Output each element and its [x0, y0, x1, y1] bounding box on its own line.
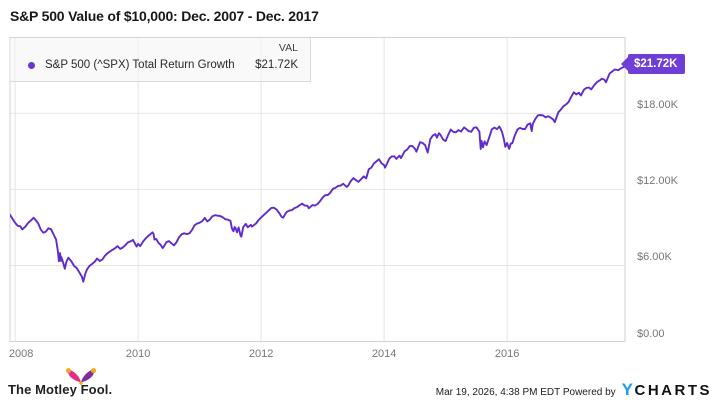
legend-series-name: S&P 500 (^SPX) Total Return Growth — [45, 59, 235, 71]
timestamp: Mar 19, 2026, 4:38 PM EDT — [435, 387, 561, 398]
ycharts-logo-charts: CHARTS — [634, 382, 712, 399]
page-title: S&P 500 Value of $10,000: Dec. 2007 - De… — [10, 8, 319, 24]
timestamp-and-powered-by: Mar 19, 2026, 4:38 PM EDT Powered by — [436, 387, 616, 398]
y-axis-label: $6.00K — [637, 251, 672, 264]
legend-series-row[interactable]: S&P 500 (^SPX) Total Return Growth $21.7… — [10, 57, 310, 73]
y-axis-label: $0.00 — [637, 327, 665, 340]
powered-by-label: Powered by — [562, 387, 616, 398]
ycharts-logo[interactable]: YCHARTS — [622, 380, 712, 400]
x-axis-label: 2016 — [494, 348, 520, 360]
chart-credit: Mar 19, 2026, 4:38 PM EDT Powered by YCH… — [436, 380, 712, 400]
legend-val-header: VAL — [278, 42, 298, 54]
last-value-tag: $21.72K — [620, 54, 686, 74]
x-axis-label: 2008 — [8, 348, 34, 360]
y-axis-label: $18.00K — [637, 99, 678, 112]
legend-series-value: $21.72K — [255, 59, 298, 71]
plot-border — [9, 37, 626, 342]
footer: The Motley Fool. Mar 19, 2026, 4:38 PM E… — [0, 362, 720, 404]
series-line — [10, 65, 625, 283]
ycharts-logo-y: Y — [621, 380, 636, 399]
chart-legend: VAL S&P 500 (^SPX) Total Return Growth $… — [10, 38, 311, 82]
x-axis-label: 2010 — [125, 348, 151, 360]
motley-fool-wordmark[interactable]: The Motley Fool. — [8, 382, 113, 397]
y-axis-label: $12.00K — [637, 175, 678, 188]
x-axis-label: 2012 — [248, 348, 274, 360]
x-axis-label: 2014 — [371, 348, 397, 360]
series-color-dot-icon — [28, 61, 35, 69]
motley-fool-jester-hat-icon — [65, 368, 97, 385]
